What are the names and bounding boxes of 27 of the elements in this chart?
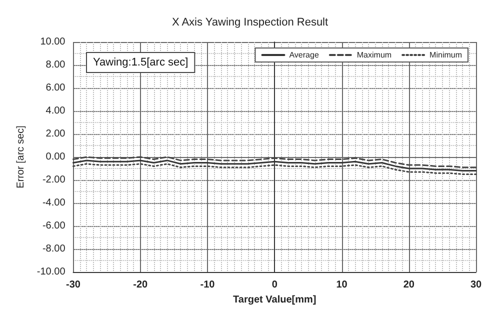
legend-label: Minimum: [430, 50, 462, 60]
y-tick-label: -6.00: [42, 220, 66, 232]
y-axis-title: Error [arc sec]: [16, 125, 26, 188]
y-tick-label: -2.00: [42, 174, 66, 186]
line-series: [72, 156, 477, 168]
x-tick-label: 20: [403, 280, 415, 290]
x-tick-label: 30: [470, 280, 482, 290]
y-tick-label: -4.00: [42, 198, 66, 208]
x-tick-label: -10: [200, 280, 216, 290]
annotation: Yawing:1.5[arc sec]: [93, 56, 188, 68]
line-series: [72, 163, 477, 175]
y-tick-label: 2.00: [46, 128, 66, 140]
y-tick-label: -8.00: [42, 244, 66, 254]
y-tick-label: 0.00: [46, 152, 66, 162]
x-tick-label: 10: [336, 280, 348, 290]
legend-label: Maximum: [356, 50, 392, 60]
x-tick-label: 0: [272, 280, 278, 290]
y-tick-label: 10.00: [40, 36, 66, 48]
y-tick-label: -10.00: [36, 266, 66, 278]
chart-title: X Axis Yawing Inspection Result: [172, 16, 328, 28]
y-tick-label: 4.00: [46, 106, 66, 116]
y-tick-label: 8.00: [46, 60, 66, 70]
x-axis-title: Target Value[mm]: [233, 294, 316, 306]
x-tick-label: -20: [133, 280, 148, 290]
x-tick-label: -30: [66, 280, 81, 290]
legend-label: Average: [289, 50, 320, 60]
y-tick-label: 6.00: [46, 82, 66, 94]
